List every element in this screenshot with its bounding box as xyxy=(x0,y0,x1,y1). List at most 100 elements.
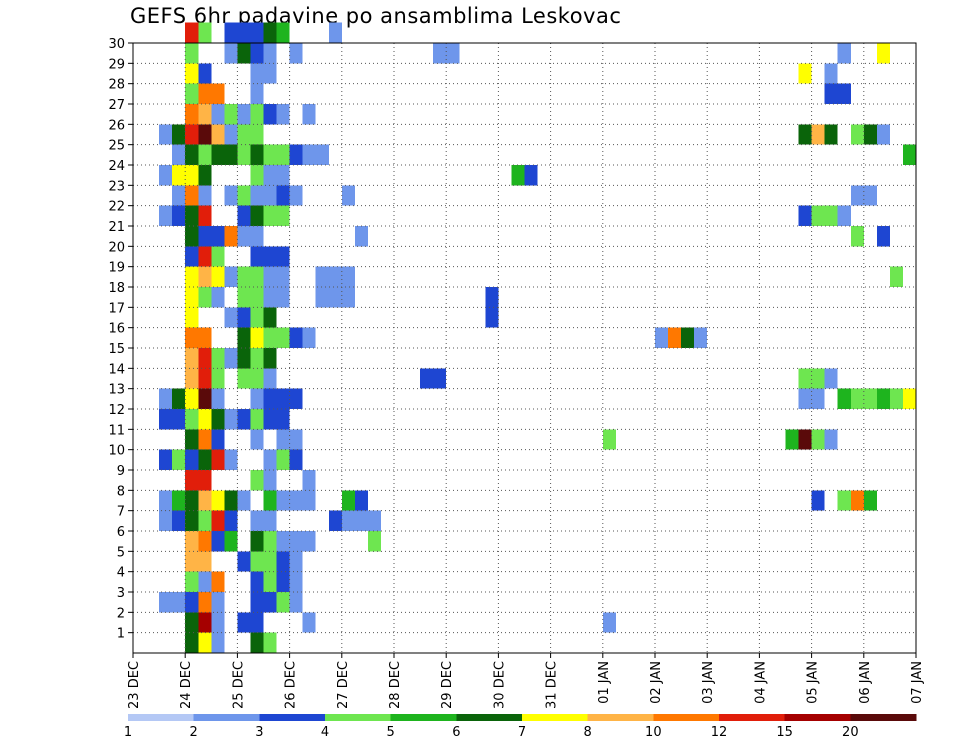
heatmap-cell xyxy=(837,205,851,226)
colorbar-segment xyxy=(587,714,654,721)
heatmap-cell xyxy=(172,124,186,145)
heatmap-cell xyxy=(237,551,251,572)
colorbar-segment xyxy=(456,714,523,721)
heatmap-cell xyxy=(341,510,355,531)
heatmap-cell xyxy=(811,124,825,145)
heatmap-cell xyxy=(798,124,812,145)
heatmap-cell xyxy=(367,531,381,552)
heatmap-cell xyxy=(185,348,199,369)
heatmap-cell xyxy=(511,165,525,186)
heatmap-cell xyxy=(185,632,199,653)
heatmap-cell xyxy=(185,104,199,125)
heatmap-cell xyxy=(159,449,173,470)
heatmap-cell xyxy=(198,429,212,450)
heatmap-cell xyxy=(198,104,212,125)
heatmap-cell xyxy=(263,632,277,653)
heatmap-cell xyxy=(185,388,199,409)
y-tick-label: 17 xyxy=(108,301,125,316)
colorbar-label: 15 xyxy=(776,725,793,740)
heatmap-cell xyxy=(850,124,864,145)
colorbar-segment xyxy=(522,714,589,721)
heatmap-cell xyxy=(224,22,238,43)
heatmap-cell xyxy=(263,470,277,491)
heatmap-cell xyxy=(185,83,199,104)
y-tick-label: 5 xyxy=(117,545,125,560)
heatmap-cell xyxy=(250,144,264,165)
heatmap-cell xyxy=(876,124,890,145)
y-tick-label: 1 xyxy=(117,627,125,642)
heatmap-cell xyxy=(263,104,277,125)
y-tick-label: 13 xyxy=(108,383,125,398)
heatmap-cell xyxy=(263,205,290,226)
x-tick-label: 03 JAN xyxy=(701,661,716,704)
y-tick-label: 15 xyxy=(108,342,125,357)
heatmap-cell xyxy=(263,266,290,287)
heatmap-cell xyxy=(159,592,186,613)
heatmap-cell xyxy=(902,144,916,165)
heatmap-cell xyxy=(185,490,199,511)
colorbar-label: 1 xyxy=(124,725,132,740)
colorbar-label: 2 xyxy=(190,725,198,740)
colorbar-segment xyxy=(325,714,392,721)
heatmap-cell xyxy=(185,43,199,64)
y-tick-label: 12 xyxy=(108,403,125,418)
heatmap-cell xyxy=(276,551,290,572)
colorbar-label: 3 xyxy=(255,725,263,740)
y-tick-label: 16 xyxy=(108,322,125,337)
heatmap-cell xyxy=(185,470,212,491)
heatmap-cell xyxy=(876,226,890,247)
heatmap-cell xyxy=(876,388,890,409)
heatmap-cell xyxy=(237,368,264,389)
heatmap-cell xyxy=(185,226,199,247)
heatmap-cell xyxy=(250,571,264,592)
heatmap-cell xyxy=(263,409,290,430)
heatmap-cell xyxy=(250,470,264,491)
heatmap-cell xyxy=(185,246,199,267)
heatmap-cell xyxy=(198,22,212,43)
heatmap-cell xyxy=(889,266,903,287)
y-tick-label: 22 xyxy=(108,200,125,215)
colorbar-segment xyxy=(390,714,457,721)
heatmap-cell xyxy=(302,470,316,491)
heatmap-cell xyxy=(237,287,264,308)
heatmap-cell xyxy=(159,124,173,145)
heatmap-cell xyxy=(785,429,799,450)
heatmap-cell xyxy=(211,388,225,409)
y-tick-label: 19 xyxy=(108,261,125,276)
y-tick-label: 9 xyxy=(117,464,125,479)
heatmap-cell xyxy=(237,266,264,287)
heatmap-cell xyxy=(159,165,173,186)
y-tick-label: 3 xyxy=(117,586,125,601)
heatmap-cell xyxy=(302,104,316,125)
heatmap-cell xyxy=(263,531,277,552)
heatmap-cell xyxy=(237,205,251,226)
colorbar-label: 7 xyxy=(518,725,526,740)
heatmap-cell xyxy=(341,490,355,511)
heatmap-cell xyxy=(315,266,355,287)
heatmap-cell xyxy=(211,429,225,450)
heatmap-cell xyxy=(250,531,264,552)
x-tick-label: 07 JAN xyxy=(910,661,925,704)
x-tick-label: 26 DEC xyxy=(284,661,299,709)
heatmap-cell xyxy=(250,429,264,450)
chart-title: GEFS 6hr padavine po ansamblima Leskovac xyxy=(130,4,622,28)
heatmap-cell xyxy=(798,368,825,389)
heatmap-cell xyxy=(185,612,199,633)
heatmap-cell xyxy=(798,388,825,409)
heatmap-cell xyxy=(289,185,303,206)
y-tick-label: 4 xyxy=(117,566,125,581)
x-tick-label: 02 JAN xyxy=(649,661,664,704)
heatmap-cell xyxy=(668,327,682,348)
heatmap-cell xyxy=(876,43,890,64)
heatmap-cell xyxy=(276,490,316,511)
heatmap-cell xyxy=(250,348,264,369)
heatmap-cell xyxy=(198,368,212,389)
heatmap-cell xyxy=(185,185,199,206)
heatmap-cell xyxy=(211,104,225,125)
heatmap-cell xyxy=(211,449,225,470)
heatmap-cell xyxy=(263,144,290,165)
y-tick-label: 21 xyxy=(108,220,125,235)
heatmap-cell xyxy=(198,388,212,409)
heatmap-cell xyxy=(198,571,212,592)
heatmap-cell xyxy=(198,632,212,653)
